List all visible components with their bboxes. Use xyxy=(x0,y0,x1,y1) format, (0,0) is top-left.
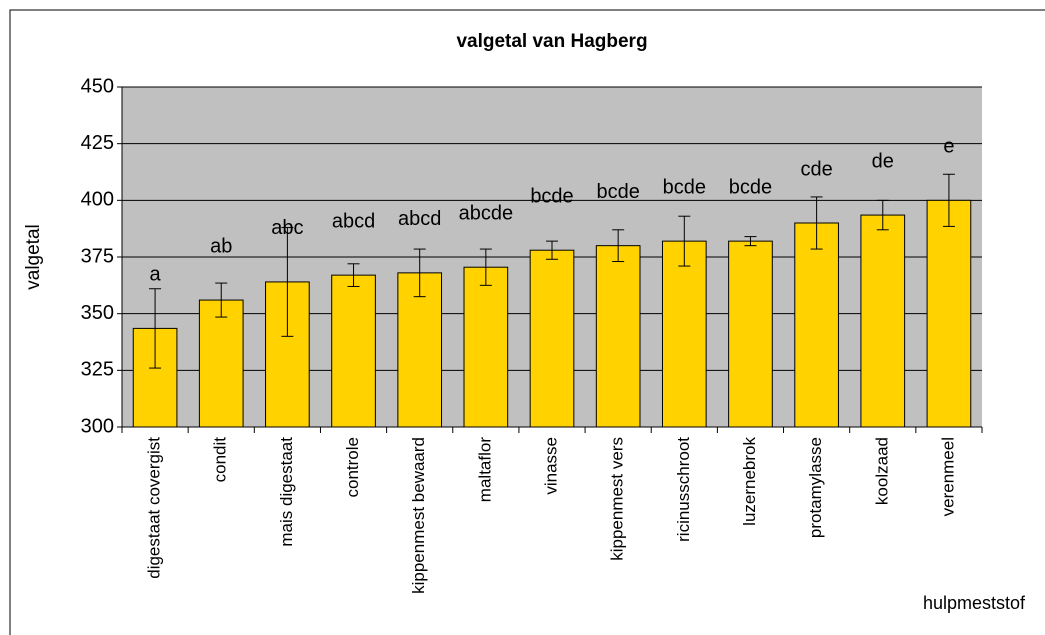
bar-label: bcde xyxy=(596,181,639,203)
bar xyxy=(728,240,773,428)
bar-label: bcde xyxy=(729,176,772,198)
bar xyxy=(331,274,376,428)
x-tick-label: protamylasse xyxy=(806,437,825,538)
bar-label: bcde xyxy=(663,176,706,198)
y-tick-label: 325 xyxy=(81,359,114,381)
bar-label: abcd xyxy=(398,208,441,230)
bar-label: ab xyxy=(210,235,232,257)
x-axis-label: hulpmeststof xyxy=(923,593,1026,613)
y-tick-label: 400 xyxy=(81,189,114,211)
chart-title: valgetal van Hagberg xyxy=(456,31,647,52)
x-tick-label: controle xyxy=(343,437,362,497)
x-tick-label: maltaflor xyxy=(475,437,494,503)
chart-border xyxy=(9,9,1045,635)
bar xyxy=(595,245,641,428)
y-tick-label: 450 xyxy=(81,75,114,97)
x-tick-label: koolzaad xyxy=(872,437,891,505)
bar-label: de xyxy=(872,150,894,172)
bar xyxy=(661,240,707,428)
x-tick-label: verenmeel xyxy=(938,437,957,516)
bar xyxy=(397,272,443,428)
y-tick-label: 425 xyxy=(81,132,114,154)
bar xyxy=(860,214,906,428)
bar-label: abc xyxy=(271,217,303,239)
x-tick-label: ricinusschroot xyxy=(674,437,693,542)
bar-label: a xyxy=(150,264,162,286)
bar xyxy=(529,249,575,428)
bar xyxy=(463,266,509,428)
x-tick-label: luzernebrok xyxy=(740,437,759,526)
x-tick-label: vinasse xyxy=(541,437,560,495)
y-tick-label: 350 xyxy=(81,302,114,324)
y-axis-label: valgetal xyxy=(23,224,44,290)
y-tick-label: 300 xyxy=(81,415,114,437)
x-tick-label: digestaat covergist xyxy=(145,437,164,579)
y-tick-label: 375 xyxy=(81,245,114,267)
bar-label: abcde xyxy=(459,202,514,224)
bar xyxy=(926,199,972,428)
bar xyxy=(794,222,839,428)
bar xyxy=(198,299,244,428)
bar-label: abcd xyxy=(332,210,375,232)
x-tick-label: condit xyxy=(211,437,230,483)
bar-label: e xyxy=(943,136,954,158)
bar-label: cde xyxy=(800,158,832,180)
x-tick-label: mais digestaat xyxy=(277,437,296,547)
bar-label: bcde xyxy=(530,185,573,207)
x-tick-label: kippenmest vers xyxy=(608,437,627,561)
x-tick-label: kippenmest bewaard xyxy=(409,437,428,594)
